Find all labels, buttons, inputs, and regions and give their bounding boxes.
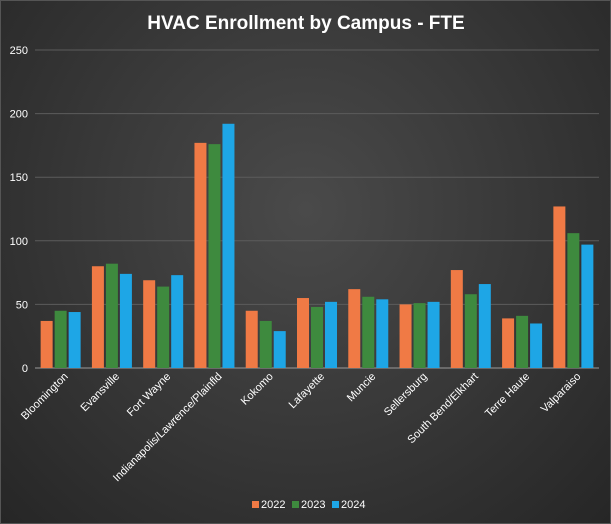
- y-tick-label: 0: [22, 363, 28, 375]
- bar: [567, 233, 580, 368]
- bar: [297, 298, 309, 368]
- bar: [553, 206, 566, 368]
- x-axis: Bloomington Evansville Fort WayneIndianapo…: [19, 371, 583, 485]
- bar: [399, 304, 412, 368]
- bar: [157, 286, 170, 368]
- legend-swatch: [332, 501, 339, 508]
- legend-swatch: [292, 501, 299, 508]
- bar: [311, 306, 323, 368]
- bar: [91, 266, 104, 368]
- legend-label: 2024: [341, 499, 365, 511]
- bar: [464, 294, 477, 368]
- y-axis: 0 50 100 150 200 250: [10, 45, 28, 375]
- bar: [222, 123, 235, 368]
- bars: [40, 123, 594, 368]
- bar: [171, 275, 184, 368]
- y-tick-label: 200: [10, 109, 28, 121]
- x-tick-label: Sellersburg: [382, 371, 430, 419]
- bar: [348, 289, 361, 368]
- y-tick-label: 100: [10, 236, 28, 248]
- bar: [581, 244, 594, 368]
- bar: [143, 280, 156, 368]
- legend-label: 2022: [261, 499, 285, 511]
- x-tick-label: Terre Haute: [483, 371, 532, 420]
- bar: [362, 296, 375, 368]
- bar: [376, 299, 389, 368]
- bar: [208, 144, 221, 368]
- bar: [413, 303, 426, 368]
- bar: [325, 301, 337, 368]
- bar: [119, 273, 132, 368]
- x-tick-label: Kokomo: [239, 371, 276, 408]
- bar: [54, 310, 67, 368]
- bar: [478, 284, 491, 368]
- bar: [259, 320, 272, 368]
- x-tick-label: Fort Wayne: [125, 371, 173, 419]
- y-tick-label: 250: [10, 45, 28, 57]
- x-tick-label: Muncie: [345, 371, 379, 405]
- bar: [502, 318, 515, 368]
- x-tick-label: Valparaiso: [539, 371, 584, 416]
- x-tick-label: Lafayette: [287, 371, 327, 411]
- bar: [516, 315, 529, 368]
- x-tick-label: Indianapolis/Lawrence/Plainfld: [111, 371, 225, 485]
- y-tick-label: 150: [10, 172, 28, 184]
- x-tick-label: Evansville: [79, 371, 123, 415]
- legend-label: 2023: [301, 499, 325, 511]
- bar: [105, 263, 118, 368]
- bar: [194, 142, 207, 368]
- legend: 2022 2023 2024: [252, 499, 365, 511]
- bar: [450, 270, 463, 368]
- bar: [427, 301, 440, 368]
- bar: [273, 331, 286, 368]
- bar: [530, 323, 543, 368]
- bar: [245, 310, 258, 368]
- bar: [40, 320, 53, 368]
- bar: [68, 312, 81, 368]
- x-tick-label: Bloomington: [19, 371, 71, 423]
- chart-title: HVAC Enrollment by Campus - FTE: [147, 13, 464, 34]
- y-tick-label: 50: [16, 299, 28, 311]
- legend-swatch: [252, 501, 259, 508]
